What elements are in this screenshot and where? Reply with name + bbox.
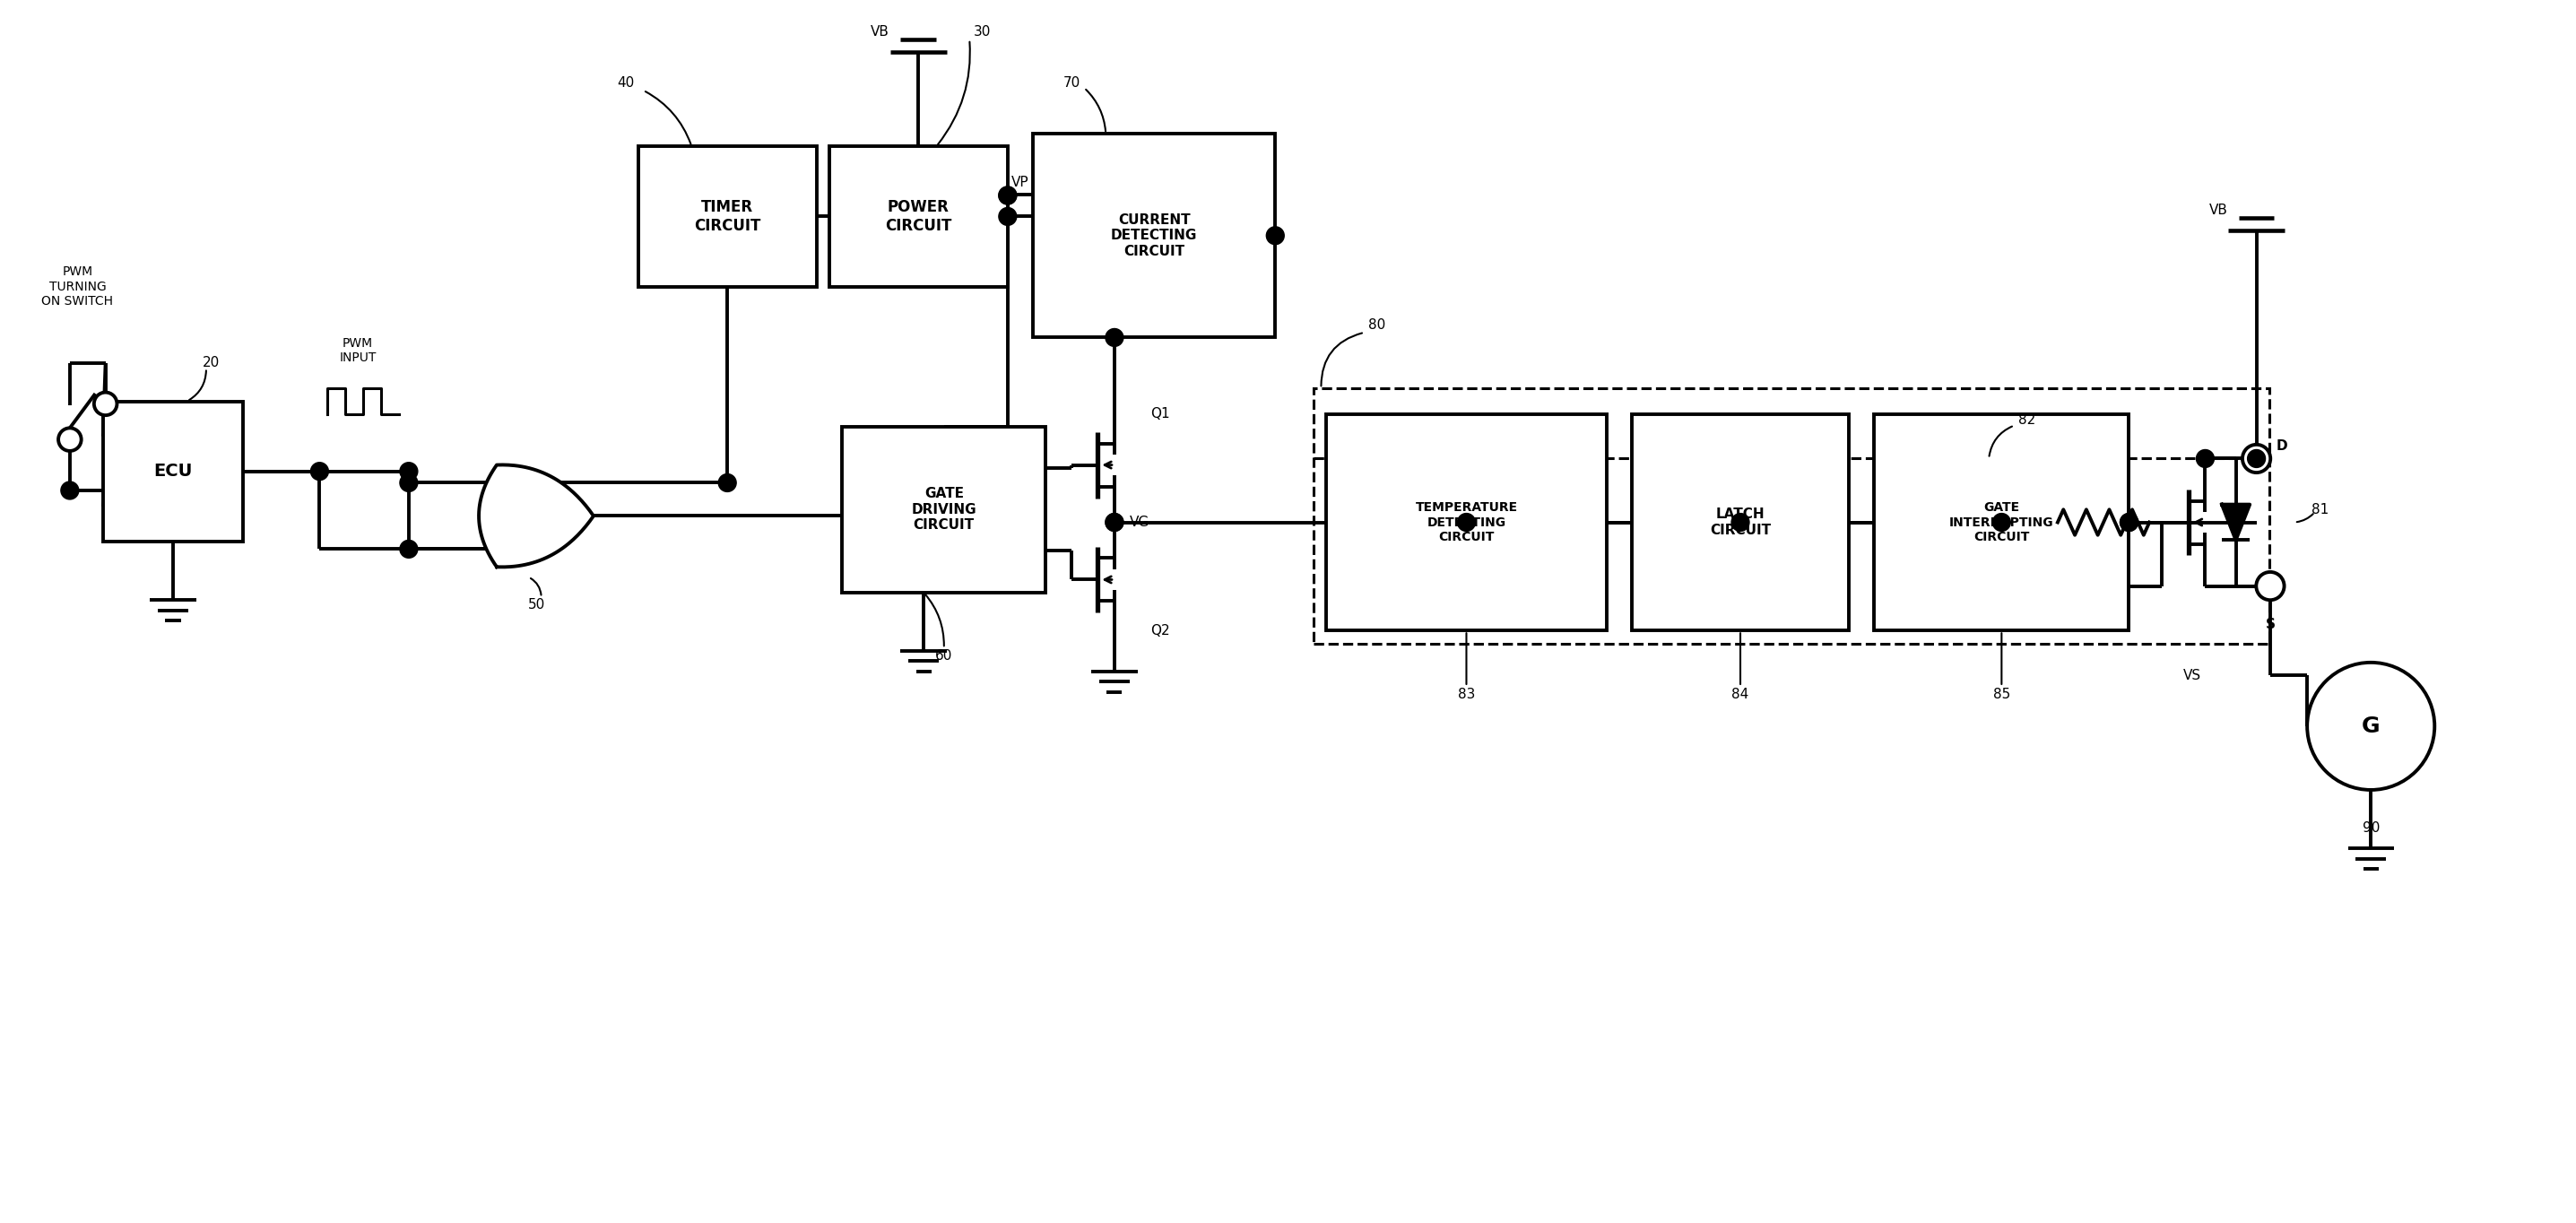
Circle shape [59, 428, 82, 451]
Text: CURRENT
DETECTING
CIRCUIT: CURRENT DETECTING CIRCUIT [1110, 213, 1198, 258]
Text: 81: 81 [2311, 503, 2329, 516]
Text: VB: VB [871, 24, 889, 38]
Circle shape [1731, 514, 1749, 531]
Circle shape [1105, 329, 1123, 346]
Circle shape [1458, 514, 1476, 531]
Circle shape [999, 208, 1018, 225]
Circle shape [1267, 226, 1285, 245]
Text: 70: 70 [1064, 76, 1079, 89]
Circle shape [93, 393, 116, 416]
Text: 82: 82 [2020, 413, 2035, 427]
Bar [829, 147, 1007, 286]
Text: PWM
TURNING
ON SWITCH: PWM TURNING ON SWITCH [41, 265, 113, 307]
Bar [1314, 389, 2269, 643]
Text: 90: 90 [2362, 822, 2380, 835]
Bar [1633, 415, 1850, 631]
Circle shape [399, 541, 417, 558]
Circle shape [2120, 514, 2138, 531]
Text: TEMPERATURE
DETECTING
CIRCUIT: TEMPERATURE DETECTING CIRCUIT [1414, 501, 1517, 543]
Text: 85: 85 [1994, 687, 2009, 701]
Circle shape [2197, 450, 2215, 467]
Circle shape [2308, 663, 2434, 790]
Circle shape [312, 462, 330, 481]
Text: VP: VP [1012, 176, 1030, 190]
Polygon shape [479, 465, 592, 567]
Text: PWM
INPUT: PWM INPUT [340, 336, 376, 363]
Text: POWER
CIRCUIT: POWER CIRCUIT [886, 199, 951, 234]
Text: G: G [2362, 715, 2380, 737]
Bar [1875, 415, 2128, 631]
Bar [1033, 133, 1275, 338]
Circle shape [2244, 445, 2269, 472]
Circle shape [999, 187, 1018, 204]
Text: Q2: Q2 [1151, 624, 1170, 637]
Circle shape [2257, 572, 2285, 600]
Circle shape [399, 462, 417, 481]
Bar [1327, 415, 1607, 631]
Circle shape [2246, 450, 2264, 467]
Bar [639, 147, 817, 286]
Text: LATCH
CIRCUIT: LATCH CIRCUIT [1710, 508, 1770, 537]
Circle shape [1994, 514, 2009, 531]
Polygon shape [2221, 504, 2249, 541]
Text: S: S [2264, 618, 2275, 631]
Circle shape [62, 482, 80, 499]
Circle shape [999, 187, 1018, 204]
Text: 84: 84 [1731, 687, 1749, 701]
Circle shape [719, 473, 737, 492]
Text: D: D [2277, 439, 2287, 453]
Text: 50: 50 [528, 598, 544, 612]
Text: VG: VG [1131, 516, 1149, 530]
Text: GATE
DRIVING
CIRCUIT: GATE DRIVING CIRCUIT [912, 487, 976, 532]
Text: 20: 20 [204, 356, 219, 369]
Text: 80: 80 [1368, 318, 1386, 331]
Circle shape [1105, 514, 1123, 531]
Circle shape [1105, 514, 1123, 531]
Text: 83: 83 [1458, 687, 1476, 701]
Circle shape [399, 473, 417, 492]
Text: GATE
INTERRUPTING
CIRCUIT: GATE INTERRUPTING CIRCUIT [1950, 501, 2053, 543]
Bar [842, 427, 1046, 592]
Text: ECU: ECU [155, 462, 193, 479]
Text: TIMER
CIRCUIT: TIMER CIRCUIT [693, 199, 760, 234]
Text: 40: 40 [616, 76, 634, 89]
Text: VS: VS [2184, 669, 2202, 682]
Text: Q1: Q1 [1151, 407, 1170, 421]
Text: VB: VB [2208, 203, 2228, 216]
Bar [103, 401, 242, 542]
Circle shape [2120, 514, 2138, 531]
Text: 30: 30 [974, 24, 992, 38]
Text: 60: 60 [935, 649, 953, 663]
